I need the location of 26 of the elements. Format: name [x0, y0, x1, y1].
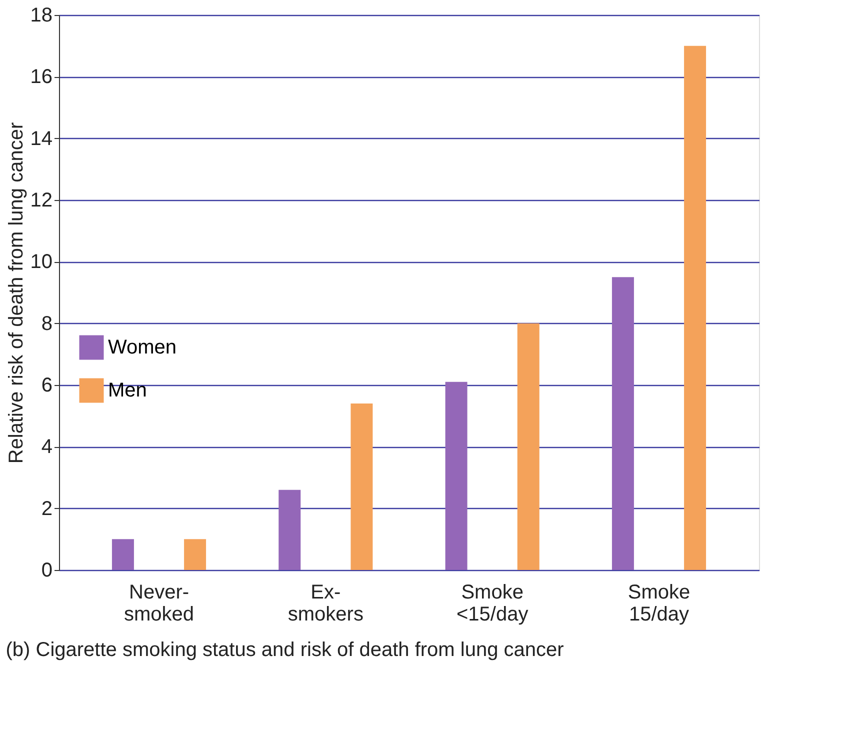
bar — [184, 539, 206, 570]
y-tick-label: 6 — [41, 374, 52, 396]
y-tick-label: 4 — [41, 436, 52, 458]
y-tick-label: 16 — [30, 66, 52, 88]
x-tick-label: Ex- smokers — [288, 582, 364, 626]
y-axis-title: Relative risk of death from lung cancer — [5, 122, 28, 464]
legend-label: Women — [108, 336, 177, 358]
bar — [612, 277, 634, 570]
x-tick-label: Never- smoked — [124, 582, 194, 626]
y-tick-label: 2 — [41, 498, 52, 520]
x-tick-label: Smoke <15/day — [456, 582, 528, 626]
y-tick-label: 10 — [30, 251, 52, 274]
bar — [684, 46, 706, 570]
bar — [445, 382, 468, 570]
bar — [112, 539, 134, 570]
y-tick-label: 18 — [30, 4, 52, 26]
y-tick-label: 0 — [41, 560, 52, 582]
y-tick-label: 12 — [30, 190, 52, 212]
bar — [517, 323, 540, 570]
text: (b) Cigarette smoking status and risk of death from lung cancer — [6, 639, 564, 661]
legend-label: Men — [108, 380, 147, 402]
y-tick-label: 14 — [30, 128, 52, 150]
bar — [350, 404, 373, 570]
bar — [278, 490, 301, 570]
x-tick-label: Smoke 15/day — [628, 582, 690, 626]
y-tick-label: 8 — [41, 312, 52, 335]
